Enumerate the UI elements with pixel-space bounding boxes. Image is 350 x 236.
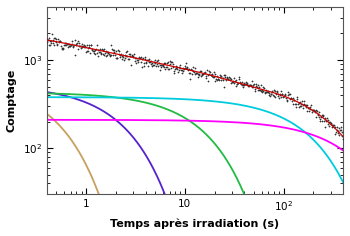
Y-axis label: Comptage: Comptage: [7, 69, 17, 132]
X-axis label: Temps après irradiation (s): Temps après irradiation (s): [110, 219, 279, 229]
